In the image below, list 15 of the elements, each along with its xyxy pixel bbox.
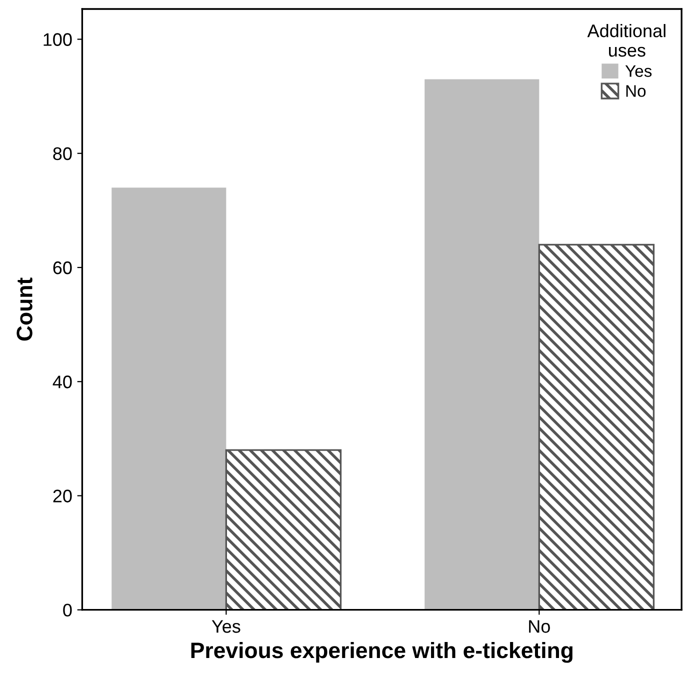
- legend-title: Additional uses: [587, 24, 666, 57]
- y-tick-label: 0: [63, 604, 72, 617]
- bar: [225, 449, 342, 610]
- y-tick-label: 60: [53, 261, 72, 274]
- y-tick-label: 40: [52, 376, 72, 388]
- bar: [424, 79, 540, 610]
- y-tick-label: 80: [53, 147, 72, 160]
- x-axis-title: Previous experience with e-ticketing: [191, 642, 572, 663]
- bar: [112, 188, 226, 610]
- y-axis-title: Count: [16, 278, 32, 341]
- legend-label: Yes: [625, 65, 652, 77]
- y-tick-label: 20: [53, 490, 72, 502]
- y-tick-label: 100: [44, 33, 72, 46]
- legend-label: No: [626, 85, 646, 97]
- bar: [538, 244, 655, 610]
